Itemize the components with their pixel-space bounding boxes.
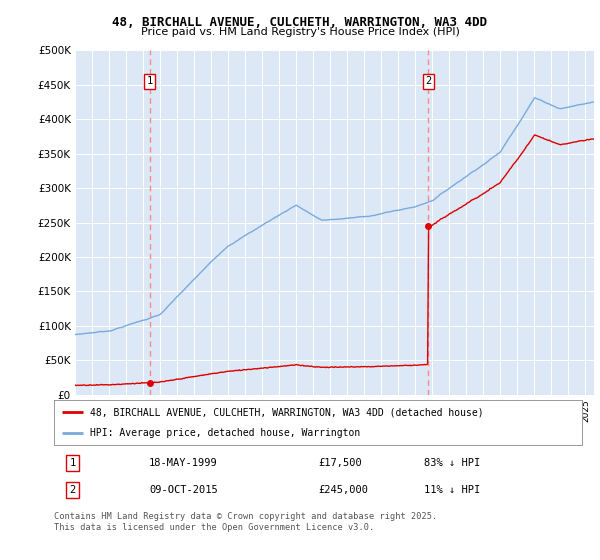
Text: £245,000: £245,000 xyxy=(318,486,368,496)
Text: 1: 1 xyxy=(146,76,152,86)
Text: 2: 2 xyxy=(70,486,76,496)
Text: £17,500: £17,500 xyxy=(318,458,362,468)
Text: HPI: Average price, detached house, Warrington: HPI: Average price, detached house, Warr… xyxy=(90,428,360,438)
Text: 2: 2 xyxy=(425,76,431,86)
Text: 1: 1 xyxy=(70,458,76,468)
Text: 09-OCT-2015: 09-OCT-2015 xyxy=(149,486,218,496)
Text: 11% ↓ HPI: 11% ↓ HPI xyxy=(424,486,480,496)
Text: Contains HM Land Registry data © Crown copyright and database right 2025.
This d: Contains HM Land Registry data © Crown c… xyxy=(54,512,437,532)
Text: 48, BIRCHALL AVENUE, CULCHETH, WARRINGTON, WA3 4DD (detached house): 48, BIRCHALL AVENUE, CULCHETH, WARRINGTO… xyxy=(90,408,484,418)
Text: Price paid vs. HM Land Registry's House Price Index (HPI): Price paid vs. HM Land Registry's House … xyxy=(140,27,460,37)
Text: 18-MAY-1999: 18-MAY-1999 xyxy=(149,458,218,468)
Text: 83% ↓ HPI: 83% ↓ HPI xyxy=(424,458,480,468)
Text: 48, BIRCHALL AVENUE, CULCHETH, WARRINGTON, WA3 4DD: 48, BIRCHALL AVENUE, CULCHETH, WARRINGTO… xyxy=(113,16,487,29)
